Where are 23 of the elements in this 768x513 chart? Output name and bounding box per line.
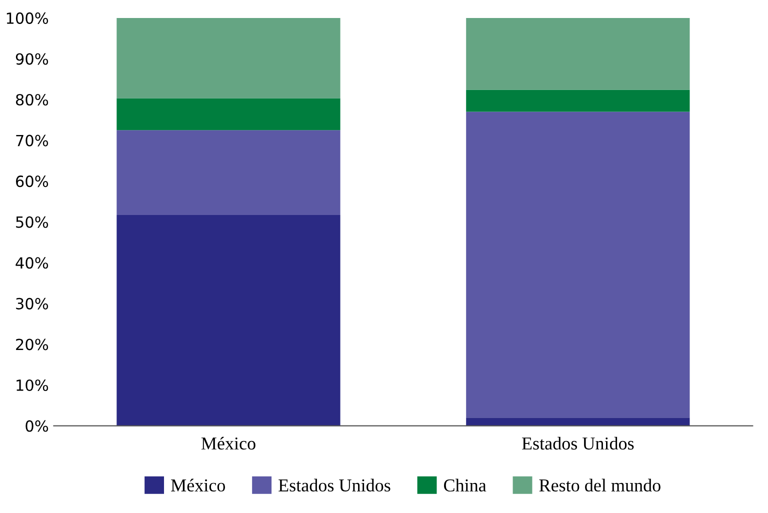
y-tick-label: 50% [16, 216, 48, 228]
y-tick-label: 70% [16, 134, 48, 146]
bar [466, 90, 690, 112]
bar [116, 18, 340, 98]
bar [116, 98, 340, 130]
y-tick-label: 60% [16, 176, 48, 188]
legend-label: Resto del mundo [539, 478, 660, 492]
bar [116, 130, 340, 215]
bar [116, 214, 340, 426]
y-tick-label: 10% [16, 379, 48, 392]
legend-label: China [444, 478, 486, 492]
legend-label: México [171, 478, 226, 492]
y-tick-label: 40% [16, 257, 48, 269]
legend-label: Estados Unidos [278, 478, 390, 492]
y-tick-label: 30% [16, 298, 48, 310]
y-tick-label: 0% [26, 420, 48, 432]
bar [466, 418, 690, 426]
bar [466, 112, 690, 418]
y-tick-label: 100% [6, 12, 48, 24]
y-tick-label: 20% [16, 338, 48, 350]
y-tick-label: 80% [16, 94, 48, 106]
y-tick-label: 90% [16, 53, 48, 65]
bar [466, 18, 690, 90]
